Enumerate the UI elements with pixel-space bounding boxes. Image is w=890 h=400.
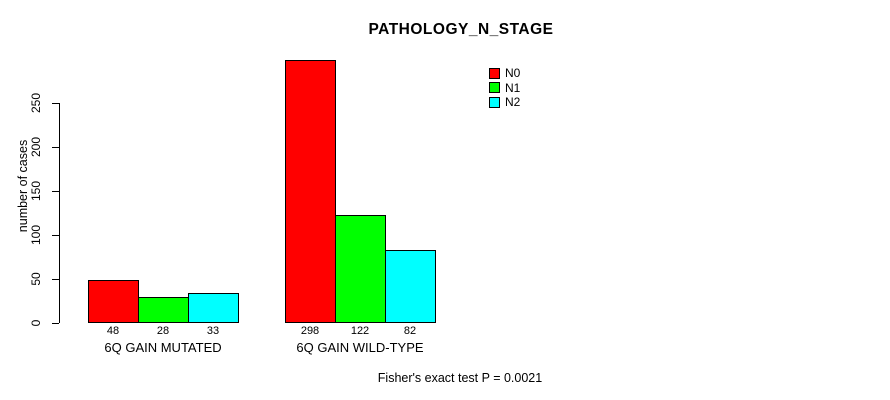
bar-value-label: 33 xyxy=(206,325,220,337)
legend-item-n0: N0 xyxy=(489,66,520,81)
y-axis-tick xyxy=(52,278,59,280)
y-axis-tick xyxy=(52,234,59,236)
y-axis-line xyxy=(59,102,60,323)
y-axis-tick-label: 0 xyxy=(29,319,43,326)
y-axis-tick-label: 250 xyxy=(29,92,43,113)
chart-title: PATHOLOGY_N_STAGE xyxy=(368,21,554,38)
bar-n2-group1 xyxy=(188,292,239,323)
y-axis-label: number of cases xyxy=(16,139,30,233)
bar-value-label: 82 xyxy=(403,325,417,337)
legend-swatch-n2 xyxy=(489,96,500,108)
y-axis-tick xyxy=(52,102,59,104)
bar-value-label: 48 xyxy=(106,325,120,337)
y-axis-tick xyxy=(52,322,59,324)
bar-value-label: 298 xyxy=(300,325,320,337)
bar-n0-group1 xyxy=(88,279,139,323)
y-axis-tick-label: 100 xyxy=(29,224,43,245)
legend-label: N1 xyxy=(505,80,521,95)
x-category-label: 6Q GAIN MUTATED xyxy=(104,340,222,355)
footer-stat-note: Fisher's exact test P = 0.0021 xyxy=(377,371,543,385)
y-axis-tick xyxy=(52,146,59,148)
legend-item-n1: N1 xyxy=(489,81,520,96)
legend-item-n2: N2 xyxy=(489,95,520,110)
legend-swatch-n1 xyxy=(489,82,500,94)
x-category-label: 6Q GAIN WILD-TYPE xyxy=(296,340,424,355)
y-axis-tick xyxy=(52,190,59,192)
bar-n1-group1 xyxy=(138,296,189,323)
legend-label: N2 xyxy=(505,95,521,110)
bar-value-label: 122 xyxy=(350,325,370,337)
bar-n1-group2 xyxy=(335,214,386,323)
legend-label: N0 xyxy=(505,66,521,81)
y-axis-tick-label: 50 xyxy=(29,271,43,286)
bar-n2-group2 xyxy=(385,249,436,323)
legend-swatch-n0 xyxy=(489,67,500,79)
y-axis-tick-label: 200 xyxy=(29,136,43,157)
bar-value-label: 28 xyxy=(156,325,170,337)
bar-n0-group2 xyxy=(285,59,336,323)
y-axis-tick-label: 150 xyxy=(29,180,43,201)
legend: N0 N1 N2 xyxy=(489,66,520,110)
